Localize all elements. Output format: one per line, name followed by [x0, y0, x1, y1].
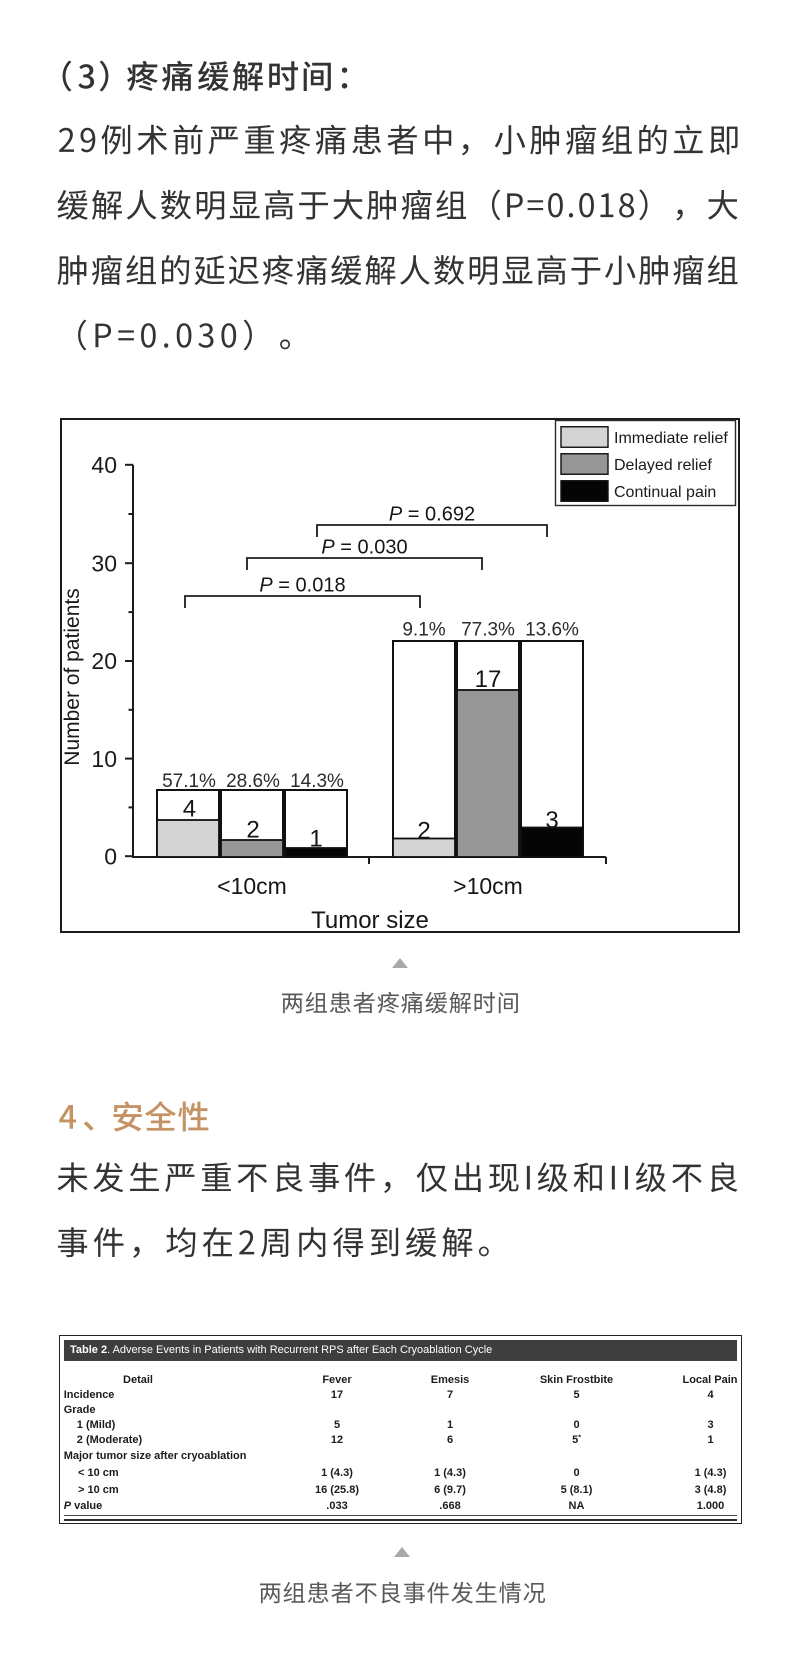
svg-text:P = 0.018: P = 0.018 — [259, 575, 345, 597]
svg-text:14.3%: 14.3% — [290, 771, 344, 792]
svg-text:Delayed relief: Delayed relief — [614, 457, 712, 474]
svg-text:28.6%: 28.6% — [226, 771, 280, 792]
svg-text:Immediate relief: Immediate relief — [614, 430, 728, 447]
svg-text:13.6%: 13.6% — [525, 620, 579, 641]
svg-text:Number of patients: Number of patients — [61, 588, 84, 765]
svg-text:P = 0.030: P = 0.030 — [321, 537, 407, 559]
svg-text:77.3%: 77.3% — [461, 620, 515, 641]
svg-text:<10cm: <10cm — [217, 873, 287, 899]
svg-text:40: 40 — [91, 452, 117, 478]
svg-text:>10cm: >10cm — [453, 873, 523, 899]
svg-text:0: 0 — [104, 843, 117, 869]
svg-text:2: 2 — [246, 817, 259, 844]
svg-text:4: 4 — [183, 795, 196, 822]
svg-text:P = 0.692: P = 0.692 — [389, 504, 475, 526]
svg-text:Tumor size: Tumor size — [311, 907, 429, 934]
svg-text:1: 1 — [309, 825, 322, 852]
svg-text:9.1%: 9.1% — [402, 620, 445, 641]
svg-text:3: 3 — [545, 807, 558, 834]
svg-text:30: 30 — [91, 550, 117, 576]
svg-text:17: 17 — [475, 666, 502, 693]
svg-text:Continual pain: Continual pain — [614, 484, 716, 501]
svg-text:10: 10 — [91, 746, 117, 772]
svg-text:20: 20 — [91, 648, 117, 674]
svg-text:57.1%: 57.1% — [162, 771, 216, 792]
svg-text:2: 2 — [417, 818, 430, 845]
